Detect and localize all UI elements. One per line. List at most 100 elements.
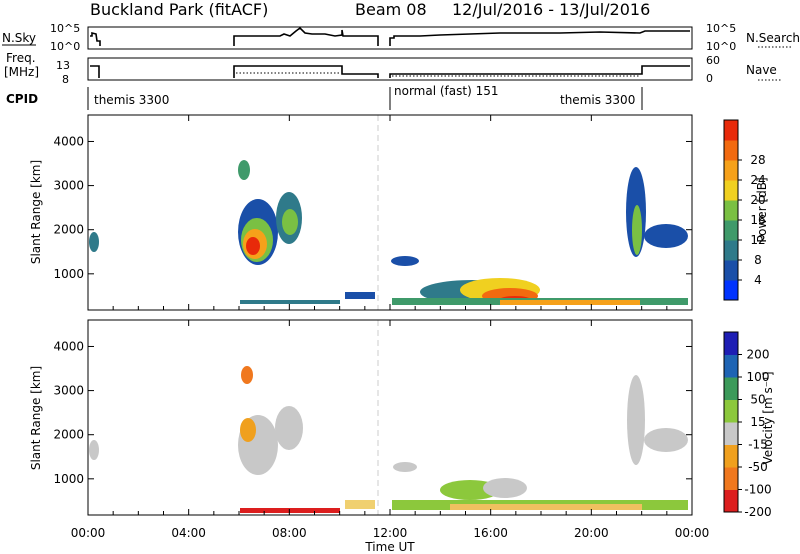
cpid-segment: themis 3300 (94, 93, 169, 107)
power-ytick-label: 2000 (53, 223, 84, 237)
time-tick-label: 00:00 (71, 526, 106, 540)
power-echo (644, 224, 688, 248)
nsky-panel: N.Sky 10^5 10^0 10^5 10^0 N.Search (2, 22, 800, 53)
velocity-ytick-label: 2000 (53, 428, 84, 442)
nsky-tick-bottom: 10^0 (50, 40, 80, 53)
power-echo (282, 209, 298, 235)
power-ytick-label: 3000 (53, 179, 84, 193)
velocity-colorbar-segment (724, 489, 738, 513)
nave-label: Nave (746, 63, 777, 77)
time-axis: 00:00 04:00 08:00 12:00 16:00 20:00 00:00 (71, 115, 710, 540)
power-colorbar-segment (724, 160, 738, 181)
power-colorbar-segment (724, 220, 738, 241)
power-echo (238, 160, 250, 180)
power-colorbar-segment (724, 240, 738, 261)
power-colorbar-segment (724, 180, 738, 201)
nsky-trace (90, 26, 690, 46)
cpid-label: CPID (6, 92, 38, 106)
power-colorbar-tick-label: 16 (750, 213, 765, 227)
velocity-colorbar-tick-label: -50 (748, 460, 768, 474)
velocity-colorbar-tick-label: 15 (750, 415, 765, 429)
power-colorbar: 4 8 12 16 20 24 28 (723, 119, 766, 301)
power-colorbar-tick-label: 4 (754, 273, 762, 287)
velocity-ytick-label: 1000 (53, 472, 84, 486)
time-tick-label: 08:00 (272, 526, 307, 540)
power-echo (240, 300, 340, 304)
velocity-colorbar-tick-label: -100 (744, 483, 771, 497)
time-tick-label: 00:00 (675, 526, 710, 540)
power-colorbar-tick-label: 28 (750, 153, 765, 167)
power-colorbar-tick-label: 12 (750, 233, 765, 247)
velocity-colorbar-segment (724, 444, 738, 468)
velocity-panel: 1000 2000 3000 4000 Slant Range [km] 200 100… (29, 115, 775, 554)
velocity-echo (240, 508, 340, 513)
velocity-colorbar-tick-label: 200 (747, 348, 770, 362)
power-colorbar-segment (724, 200, 738, 221)
velocity-colorbar-tick-label: -15 (748, 438, 768, 452)
velocity-ylabel: Slant Range [km] (29, 366, 43, 470)
velocity-colorbar-segment (724, 354, 738, 378)
velocity-echo (450, 504, 642, 510)
power-echo (632, 205, 642, 255)
cpid-segment: normal (fast) 151 (394, 84, 498, 98)
figure-title: Buckland Park (fitACF) (90, 0, 268, 19)
velocity-colorbar-segment (724, 422, 738, 445)
velocity-colorbar-segment (724, 377, 738, 400)
nsky-label: N.Sky (2, 31, 36, 45)
power-ylabel: Slant Range [km] (29, 160, 43, 264)
power-colorbar-label: Power [dB] (755, 177, 769, 242)
velocity-echo (89, 440, 99, 460)
freq-label: Freq. (6, 51, 36, 65)
freq-tick-top: 13 (56, 59, 70, 72)
time-tick-label: 12:00 (373, 526, 408, 540)
velocity-echo (240, 418, 256, 442)
velocity-colorbar-tick-label: -200 (744, 505, 771, 519)
power-colorbar-segment (724, 120, 738, 141)
velocity-y-axis: 1000 2000 3000 4000 (53, 339, 692, 486)
power-echo (89, 232, 99, 252)
freq-unit: [MHz] (4, 65, 39, 79)
time-tick-label: 04:00 (171, 526, 206, 540)
velocity-colorbar-label: Velocity [m s⁻¹] (761, 371, 775, 464)
velocity-colorbar-tick-label: 100 (747, 370, 770, 384)
velocity-ytick-label: 4000 (53, 339, 84, 353)
velocity-colorbar-segment (724, 332, 738, 355)
power-colorbar-segment (724, 260, 738, 281)
velocity-ytick-label: 3000 (53, 384, 84, 398)
power-colorbar-segment (724, 280, 738, 301)
velocity-colorbar: 200 100 50 15 -15 -50 -100 -200 (723, 331, 772, 519)
power-y-axis: 1000 2000 3000 4000 (53, 134, 692, 281)
cpid-segment: themis 3300 (560, 93, 635, 107)
power-panel: 1000 2000 3000 4000 Slant Range [km] 4 8 12 16… (29, 114, 769, 311)
nave-tick-top: 60 (706, 54, 720, 67)
time-tick-label: 16:00 (473, 526, 508, 540)
velocity-echo (627, 375, 645, 465)
power-ytick-label: 1000 (53, 267, 84, 281)
power-echo (500, 300, 640, 305)
velocity-colorbar-tick-label: 50 (750, 393, 765, 407)
power-colorbar-tick-label: 20 (750, 193, 765, 207)
beam-label: Beam 08 (355, 0, 427, 19)
velocity-echo (483, 478, 527, 498)
xlabel: Time UT (364, 540, 415, 554)
freq-panel: Freq. [MHz] 13 8 60 0 Nave (4, 51, 782, 86)
nsky-frame (87, 26, 693, 50)
velocity-echo (393, 462, 417, 472)
power-echo (246, 237, 260, 255)
power-echo (345, 292, 375, 299)
power-frame (87, 114, 693, 311)
power-colorbar-tick-label: 8 (754, 253, 762, 267)
power-colorbar-frame (723, 119, 739, 301)
nave-trace (236, 72, 640, 77)
freq-trace (90, 65, 690, 78)
power-ytick-label: 4000 (53, 134, 84, 148)
nsearch-tick-bottom: 10^0 (706, 40, 736, 53)
power-colorbar-tick-label: 24 (750, 173, 765, 187)
velocity-echo (275, 406, 303, 450)
velocity-echo (644, 428, 688, 452)
time-tick-label: 20:00 (574, 526, 609, 540)
freq-frame (87, 57, 693, 81)
nave-tick-bottom: 0 (706, 72, 713, 85)
velocity-frame (87, 319, 693, 516)
